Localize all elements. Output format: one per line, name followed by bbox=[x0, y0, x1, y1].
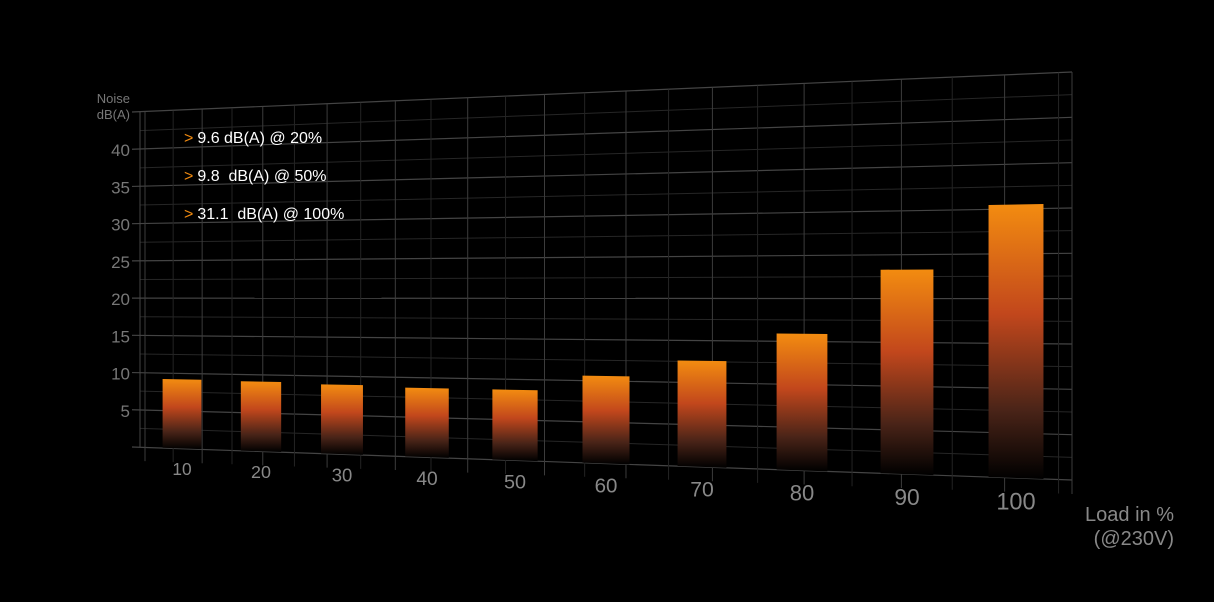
grid-line-minor bbox=[139, 139, 1073, 169]
bar-50 bbox=[492, 389, 538, 462]
y-tick-label: 30 bbox=[111, 216, 130, 235]
y-tick-label: 40 bbox=[111, 141, 130, 160]
x-tick-label: 80 bbox=[790, 481, 814, 506]
x-axis-title: (@230V) bbox=[1094, 528, 1174, 550]
annotation-3: >31.1 dB(A) @ 100% bbox=[184, 206, 345, 223]
y-axis-title: dB(A) bbox=[97, 107, 130, 122]
grid-line-major bbox=[131, 207, 1073, 225]
x-tick-label: 50 bbox=[504, 472, 526, 494]
grid-line-minor bbox=[139, 230, 1073, 243]
annotation-2: >9.8 dB(A) @ 50% bbox=[184, 168, 327, 185]
x-tick-label: 40 bbox=[416, 469, 437, 490]
x-tick-label: 60 bbox=[595, 475, 618, 498]
grid-line-minor bbox=[139, 184, 1073, 206]
y-tick-label: 25 bbox=[111, 253, 130, 272]
grid-line-major bbox=[131, 71, 1073, 113]
x-tick-label: 100 bbox=[996, 490, 1035, 516]
bar-10 bbox=[162, 378, 202, 450]
bar-60 bbox=[582, 375, 630, 465]
x-tick-label: 20 bbox=[251, 462, 271, 482]
x-tick-label: 30 bbox=[332, 464, 353, 485]
y-tick-label: 35 bbox=[111, 178, 130, 197]
grid-line-major bbox=[131, 446, 1073, 481]
x-tick-label: 10 bbox=[172, 459, 191, 479]
y-tick-label: 5 bbox=[121, 402, 130, 421]
grid-line-minor bbox=[139, 94, 1073, 132]
y-tick-label: 10 bbox=[111, 365, 130, 384]
bar-30 bbox=[321, 384, 363, 455]
bars bbox=[162, 203, 1044, 479]
bar-20 bbox=[240, 381, 282, 452]
labels: 5 10 15 20 25 30 35 40 10 20 30 40 50 60 70 80 90 100 Nois… bbox=[97, 91, 1174, 550]
bar-100 bbox=[988, 203, 1044, 479]
y-tick-label: 20 bbox=[111, 290, 130, 309]
y-axis-title: Noise bbox=[97, 91, 130, 106]
grid-line-major bbox=[131, 116, 1073, 150]
x-axis-title: Load in % bbox=[1085, 504, 1174, 526]
bar-90 bbox=[880, 269, 934, 476]
bar-80 bbox=[776, 333, 828, 472]
x-tick-label: 90 bbox=[894, 484, 919, 510]
x-tick-label: 70 bbox=[690, 479, 714, 502]
grid-line-major bbox=[131, 252, 1073, 262]
y-tick-label: 15 bbox=[111, 327, 130, 346]
bar-70 bbox=[677, 360, 727, 468]
grid-line-major bbox=[131, 162, 1073, 188]
annotation-1: >9.6 dB(A) @ 20% bbox=[184, 130, 323, 147]
bar-40 bbox=[405, 387, 449, 458]
